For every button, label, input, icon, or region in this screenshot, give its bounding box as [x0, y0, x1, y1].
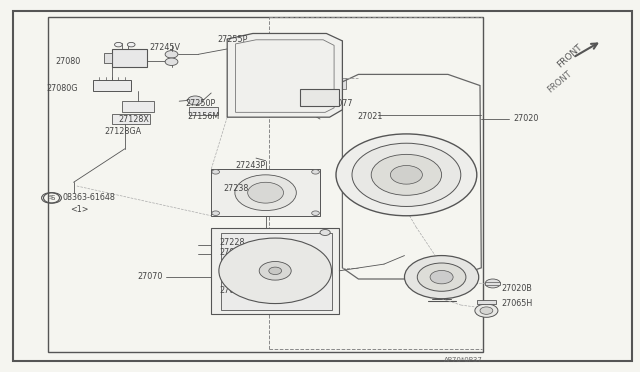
Circle shape	[336, 134, 477, 216]
Circle shape	[219, 238, 332, 304]
Text: 27021: 27021	[357, 112, 383, 121]
Circle shape	[371, 154, 442, 195]
Polygon shape	[189, 107, 218, 115]
Text: S: S	[51, 195, 54, 201]
Text: 27250P: 27250P	[186, 99, 216, 108]
Polygon shape	[122, 101, 154, 112]
Text: 27080: 27080	[55, 57, 80, 66]
Text: 27077: 27077	[328, 99, 353, 108]
Text: 27156M: 27156M	[188, 112, 220, 121]
Circle shape	[212, 211, 220, 215]
Circle shape	[320, 230, 330, 235]
Polygon shape	[211, 169, 320, 216]
Circle shape	[188, 96, 203, 105]
Text: 27243P: 27243P	[236, 161, 266, 170]
Circle shape	[390, 166, 422, 184]
Polygon shape	[485, 282, 500, 285]
Text: 27070: 27070	[137, 272, 163, 281]
Circle shape	[417, 263, 466, 291]
Text: 27020F: 27020F	[220, 248, 250, 257]
Text: 27255P: 27255P	[218, 35, 248, 44]
Polygon shape	[477, 300, 496, 304]
Circle shape	[235, 175, 296, 211]
Circle shape	[485, 279, 500, 288]
Polygon shape	[93, 80, 131, 91]
Text: 27245V: 27245V	[150, 43, 180, 52]
Circle shape	[259, 262, 291, 280]
Text: AP70*0P37: AP70*0P37	[444, 357, 483, 363]
Polygon shape	[13, 11, 632, 361]
Text: 27020B: 27020B	[502, 284, 532, 293]
Circle shape	[165, 58, 178, 65]
Circle shape	[248, 182, 284, 203]
Polygon shape	[328, 78, 346, 89]
Circle shape	[312, 170, 319, 174]
Circle shape	[212, 170, 220, 174]
Circle shape	[269, 267, 282, 275]
Text: <1>: <1>	[70, 205, 89, 214]
Circle shape	[127, 42, 135, 47]
Text: 27238: 27238	[223, 185, 249, 193]
Circle shape	[404, 256, 479, 299]
Text: 27128X: 27128X	[118, 115, 149, 124]
Circle shape	[165, 51, 178, 58]
Circle shape	[430, 270, 453, 284]
Circle shape	[475, 304, 498, 317]
Text: 27065H: 27065H	[502, 299, 533, 308]
Polygon shape	[112, 49, 147, 67]
Circle shape	[480, 307, 493, 314]
Text: 27080G: 27080G	[46, 84, 77, 93]
Text: 27072: 27072	[220, 286, 245, 295]
Text: 27228: 27228	[220, 238, 245, 247]
Polygon shape	[221, 232, 332, 310]
Text: 08363-61648: 08363-61648	[62, 193, 115, 202]
Text: 27128GA: 27128GA	[104, 127, 141, 136]
Text: FRONT: FRONT	[546, 69, 574, 94]
Polygon shape	[112, 114, 150, 124]
Circle shape	[312, 211, 319, 215]
Polygon shape	[227, 33, 342, 117]
Polygon shape	[211, 228, 339, 314]
Text: FRONT: FRONT	[556, 42, 584, 69]
Polygon shape	[300, 89, 339, 106]
Polygon shape	[104, 53, 112, 63]
Circle shape	[115, 42, 122, 47]
Text: 27020: 27020	[513, 114, 539, 123]
Text: S: S	[49, 195, 52, 201]
Circle shape	[352, 143, 461, 206]
